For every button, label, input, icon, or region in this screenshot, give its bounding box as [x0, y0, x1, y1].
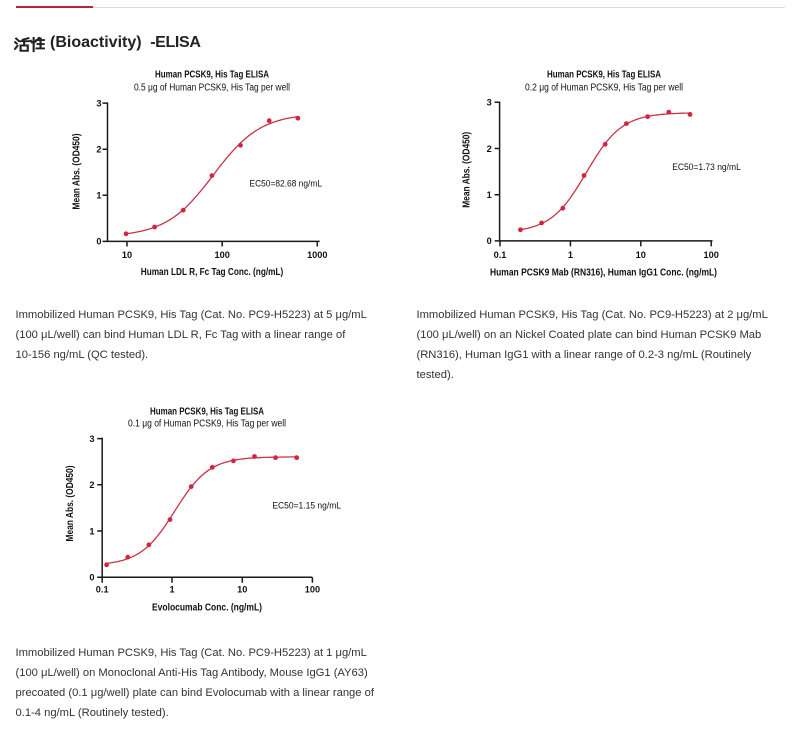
svg-text:0.1: 0.1 [494, 250, 507, 260]
svg-text:Mean Abs. (OD450): Mean Abs. (OD450) [65, 466, 76, 542]
svg-text:Human PCSK9, His Tag ELISA: Human PCSK9, His Tag ELISA [150, 407, 264, 418]
svg-text:0.1: 0.1 [96, 585, 109, 595]
svg-text:EC50=82.68 ng/mL: EC50=82.68 ng/mL [250, 177, 323, 188]
svg-text:Human PCSK9, His Tag ELISA: Human PCSK9, His Tag ELISA [155, 69, 269, 80]
svg-text:3: 3 [89, 434, 94, 444]
svg-text:Mean Abs. (OD450): Mean Abs. (OD450) [72, 134, 83, 210]
svg-text:1: 1 [96, 191, 101, 201]
svg-text:1: 1 [89, 526, 94, 536]
svg-text:0.2 μg of Human PCSK9, His Tag: 0.2 μg of Human PCSK9, His Tag per well [525, 82, 683, 93]
svg-text:2: 2 [487, 144, 492, 154]
svg-text:1: 1 [169, 585, 174, 595]
svg-text:10: 10 [636, 250, 646, 260]
svg-text:1: 1 [487, 190, 492, 200]
svg-text:100: 100 [305, 585, 320, 595]
svg-text:10: 10 [122, 250, 132, 260]
svg-text:2: 2 [89, 480, 94, 490]
svg-text:3: 3 [487, 98, 492, 108]
svg-text:0.1 μg of Human PCSK9, His Tag: 0.1 μg of Human PCSK9, His Tag per well [128, 419, 286, 430]
svg-text:EC50=1.73 ng/mL: EC50=1.73 ng/mL [672, 161, 741, 172]
svg-text:Evolocumab Conc. (ng/mL): Evolocumab Conc. (ng/mL) [152, 603, 262, 614]
svg-text:EC50=1.15 ng/mL: EC50=1.15 ng/mL [272, 499, 341, 510]
svg-text:Mean Abs. (OD450): Mean Abs. (OD450) [462, 132, 473, 208]
svg-text:1000: 1000 [307, 250, 327, 260]
svg-text:Human LDL R, Fc Tag Conc. (ng/: Human LDL R, Fc Tag Conc. (ng/mL) [141, 267, 284, 278]
svg-text:3: 3 [96, 98, 101, 108]
svg-text:Human PCSK9, His Tag ELISA: Human PCSK9, His Tag ELISA [547, 69, 661, 80]
svg-text:100: 100 [215, 250, 230, 260]
svg-text:Human PCSK9 Mab (RN316), Human: Human PCSK9 Mab (RN316), Human IgG1 Conc… [490, 268, 717, 279]
svg-text:0: 0 [89, 573, 94, 583]
svg-text:10: 10 [237, 585, 247, 595]
svg-text:100: 100 [704, 250, 719, 260]
svg-text:2: 2 [96, 145, 101, 155]
svg-text:0: 0 [487, 236, 492, 246]
svg-text:0: 0 [96, 237, 101, 247]
svg-text:0.5 μg of Human PCSK9, His Tag: 0.5 μg of Human PCSK9, His Tag per well [134, 82, 290, 93]
svg-text:1: 1 [568, 250, 573, 260]
